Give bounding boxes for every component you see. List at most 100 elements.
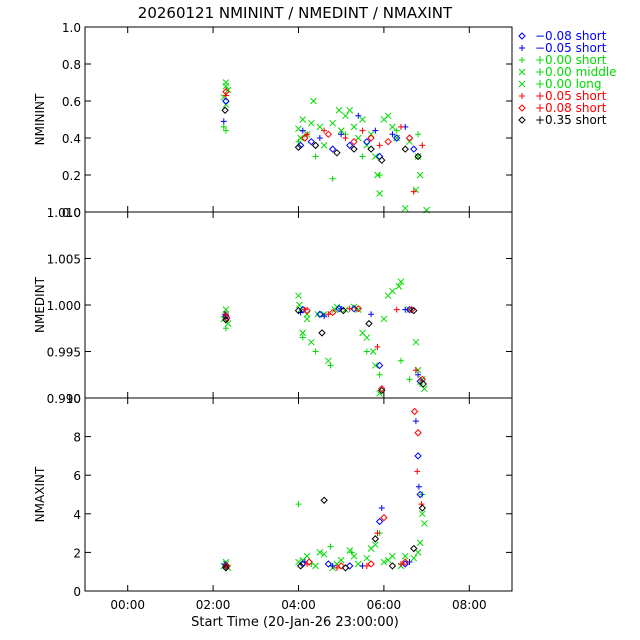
y-tick-label: 1.0 <box>62 21 81 35</box>
data-point <box>376 371 383 378</box>
data-point <box>329 119 337 127</box>
data-point <box>312 348 319 355</box>
data-point <box>359 116 366 123</box>
series <box>220 79 430 214</box>
data-point <box>342 112 349 120</box>
legend: −0.08 short−0.05 short+0.00 short+0.00 m… <box>518 29 617 127</box>
data-point <box>363 562 370 569</box>
data-point <box>335 106 343 114</box>
data-point <box>378 386 386 395</box>
data-point <box>350 145 358 153</box>
y-tick-label: 0.4 <box>62 132 81 146</box>
data-point <box>299 116 307 123</box>
legend-label: +0.00 short <box>535 53 607 67</box>
data-point <box>412 418 419 425</box>
data-point <box>414 549 422 556</box>
data-point <box>341 564 350 572</box>
data-point <box>397 278 405 286</box>
data-point <box>328 145 337 153</box>
data-point <box>418 510 426 518</box>
data-point <box>338 131 345 138</box>
data-point <box>346 106 354 114</box>
y-axis-label: NMININT <box>33 93 47 145</box>
panel-nmedint: 0.990 0.995 1.000 1.005 1.010 NMEDINT <box>33 206 513 406</box>
data-point <box>415 483 422 490</box>
series <box>220 123 422 182</box>
series <box>222 325 424 388</box>
data-point <box>350 123 358 131</box>
data-point <box>414 153 422 160</box>
data-point <box>328 308 337 317</box>
series <box>222 97 418 161</box>
data-point <box>318 329 326 337</box>
legend-marker <box>518 80 526 88</box>
data-point <box>372 153 379 160</box>
data-point <box>368 311 375 318</box>
data-point <box>337 562 345 570</box>
data-point <box>303 306 311 315</box>
legend-marker <box>519 57 525 63</box>
data-point <box>299 127 306 134</box>
series <box>222 92 426 195</box>
data-point <box>359 127 366 134</box>
series <box>222 82 422 160</box>
data-point <box>369 348 377 355</box>
y-tick-label: 0.6 <box>62 95 81 109</box>
data-point <box>339 306 348 315</box>
legend-label: +0.35 short <box>535 113 607 127</box>
data-point <box>372 362 379 369</box>
data-point <box>365 319 373 328</box>
data-point <box>296 301 303 309</box>
legend-label: +0.00 middle <box>535 65 617 79</box>
data-point <box>354 305 362 313</box>
data-point <box>346 305 353 312</box>
data-point <box>355 112 362 119</box>
data-point <box>325 311 332 318</box>
data-point <box>346 562 354 570</box>
data-point <box>329 562 336 569</box>
legend-marker <box>518 32 526 40</box>
data-point <box>384 137 392 146</box>
data-point <box>414 152 422 161</box>
data-point <box>416 171 424 179</box>
data-point <box>348 549 355 556</box>
data-point <box>405 134 414 142</box>
data-point <box>384 112 392 120</box>
data-point <box>416 490 424 499</box>
x-tick-label: 06:00 <box>367 598 402 612</box>
y-tick-label: 0.995 <box>47 346 81 360</box>
data-point <box>305 558 313 566</box>
data-point <box>401 552 409 560</box>
x-tick-label: 04:00 <box>281 598 316 612</box>
data-point <box>222 127 229 134</box>
data-point <box>374 343 381 350</box>
data-point <box>410 145 418 153</box>
data-point <box>389 123 396 131</box>
y-tick-label: 0.990 <box>47 392 81 406</box>
series <box>222 306 427 395</box>
legend-label: +0.05 short <box>535 89 607 103</box>
series <box>222 452 424 570</box>
data-point <box>222 564 230 572</box>
data-point <box>415 131 422 138</box>
data-point <box>342 135 349 141</box>
data-point <box>346 141 354 150</box>
legend-label: −0.08 short <box>535 29 607 43</box>
y-axis-label: NMAXINT <box>33 466 47 522</box>
data-point <box>316 123 324 131</box>
y-tick-label: 0.8 <box>62 58 81 72</box>
data-point <box>416 539 424 547</box>
data-point <box>327 362 334 369</box>
data-point <box>402 306 409 313</box>
y-tick-label: 10 <box>66 392 81 406</box>
x-axis-label: Start Time (20-Jan-26 23:00:00) <box>191 615 399 630</box>
data-point <box>371 535 380 543</box>
x-tick-label: 00:00 <box>110 598 145 612</box>
data-point <box>375 361 384 370</box>
data-point <box>367 134 375 142</box>
y-tick-label: 6 <box>73 469 81 483</box>
data-point <box>393 134 401 142</box>
data-point <box>397 123 404 130</box>
data-point <box>307 338 315 346</box>
